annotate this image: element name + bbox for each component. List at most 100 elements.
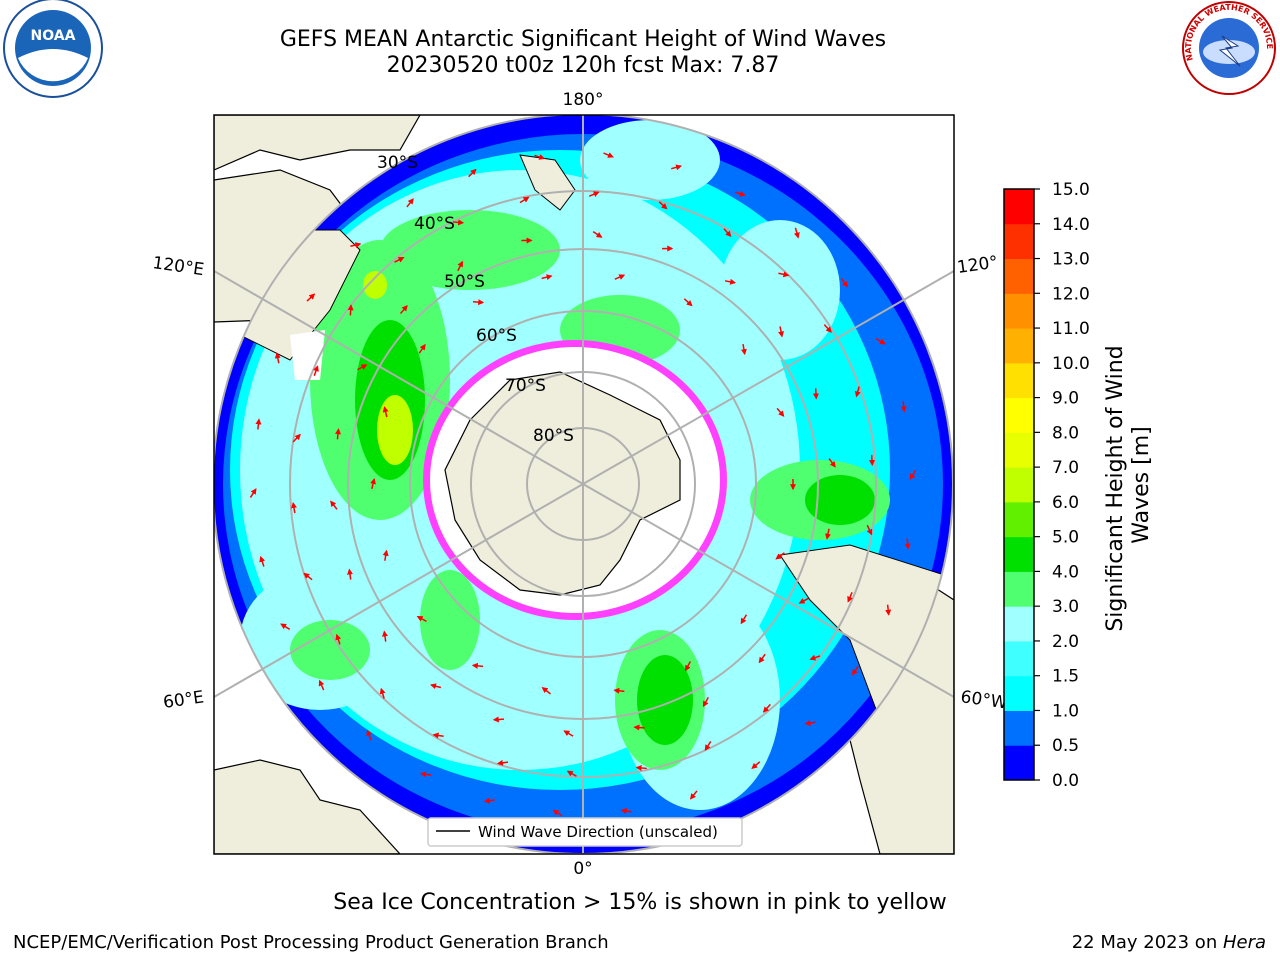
map-area: 30°S 40°S 50°S 60°S 70°S 80°S Wind Wave … [214, 115, 954, 854]
wind-wave-arrow [420, 771, 432, 778]
wind-wave-arrow [416, 615, 427, 623]
colorbar-tick-label: 15.0 [1052, 180, 1090, 200]
wind-wave-arrow [758, 653, 766, 664]
wind-wave-arrow [370, 477, 376, 490]
wind-wave-arrow [724, 278, 737, 285]
wind-wave-arrow [274, 352, 281, 364]
wind-wave-arrow [723, 228, 732, 238]
lat-label-60s: 60°S [476, 326, 517, 346]
antarctica-land [444, 371, 681, 596]
wind-wave-arrow [658, 201, 668, 210]
colorbar-segment [1004, 536, 1034, 572]
figure-title-line2: 20230520 t00z 120h fcst Max: 7.87 [386, 53, 780, 78]
wind-wave-arrow [255, 418, 262, 430]
colorbar-segment [1004, 397, 1034, 433]
wind-wave-arrow [809, 654, 821, 661]
wind-wave-arrow [776, 407, 785, 417]
wind-wave-arrow [552, 809, 563, 817]
wind-wave-arrow [318, 679, 325, 691]
noaa-logo: NOAA [3, 0, 103, 98]
wind-wave-arrow [588, 191, 600, 197]
wind-wave-arrow [313, 365, 319, 377]
wind-wave-arrow [432, 732, 444, 739]
wind-wave-arrow [418, 343, 426, 354]
wind-wave-arrow [382, 549, 389, 561]
wind-wave-arrow [566, 770, 577, 777]
wind-wave-arrow [851, 665, 859, 676]
wind-wave-arrow [840, 278, 849, 288]
wind-wave-arrow [335, 428, 341, 440]
wind-wave-arrow [620, 808, 632, 815]
colorbar-tick-label: 9.0 [1052, 389, 1079, 409]
wind-wave-arrow [541, 274, 553, 281]
wind-wave-arrow [541, 687, 551, 695]
map-legend: Wind Wave Direction (unscaled) [427, 817, 743, 847]
colorbar-segment [1004, 571, 1034, 607]
wind-wave-arrow [394, 256, 405, 263]
colorbar-tick-label: 10.0 [1052, 354, 1090, 374]
colorbar-segment [1004, 640, 1034, 677]
wind-wave-arrow [793, 227, 800, 239]
wind-wave-arrow [330, 500, 338, 510]
wind-wave-arrow [357, 364, 368, 371]
colorbar-tick-label: 1.0 [1052, 701, 1079, 721]
colorbar-segment [1004, 223, 1034, 260]
wind-wave-arrow [534, 154, 546, 160]
wind-wave-arrow [689, 790, 698, 800]
wind-wave-arrow [875, 338, 886, 345]
wind-wave-arrow [592, 231, 603, 238]
wind-wave-arrow [399, 305, 408, 315]
wind-wave-arrow [382, 406, 389, 418]
colorbar-tick-label: 0.0 [1052, 771, 1079, 791]
wind-wave-arrow [775, 552, 785, 560]
wind-wave-arrow [468, 168, 477, 178]
wind-wave-arrow [812, 388, 819, 400]
wind-wave-arrow [483, 797, 496, 804]
colorbar-tick-label: 7.0 [1052, 458, 1079, 478]
wind-wave-arrow [900, 401, 907, 413]
lat-label-40s: 40°S [414, 214, 455, 234]
wind-wave-arrow [854, 386, 861, 398]
wind-wave-arrow [603, 152, 614, 158]
lon-label-120w: 120° [956, 252, 999, 278]
colorbar-segment [1004, 432, 1034, 468]
lat-label-30s: 30°S [377, 153, 418, 173]
wind-wave-arrow [869, 454, 876, 467]
colorbar-label: Significant Height of Wind Waves [m] [1103, 338, 1154, 631]
colorbar-tick-label: 4.0 [1052, 562, 1079, 582]
footer-machine: Hera [1222, 932, 1266, 953]
wind-wave-arrow [823, 324, 832, 333]
colorbar-segment [1004, 745, 1034, 781]
lat-label-50s: 50°S [444, 272, 485, 292]
national-weather-service-logo: NATIONAL WEATHER SERVICE [1182, 1, 1276, 95]
wind-wave-arrow [683, 298, 693, 307]
colorbar [1004, 189, 1034, 781]
wind-wave-arrow [671, 164, 683, 171]
wind-wave-arrow [804, 719, 816, 726]
colorbar-segment [1004, 501, 1034, 538]
lon-label-180: 180° [563, 90, 604, 110]
wind-wave-arrow [825, 528, 831, 540]
wind-wave-arrow [347, 568, 353, 580]
wind-wave-arrow [472, 299, 485, 306]
wind-wave-arrow [492, 716, 505, 723]
wind-wave-arrow [303, 572, 313, 581]
wind-wave-arrow [292, 433, 301, 443]
wind-wave-arrow [828, 458, 836, 468]
svg-text:NOAA: NOAA [31, 28, 76, 44]
wind-wave-arrow [866, 524, 873, 536]
wind-wave-arrow [751, 761, 761, 770]
colorbar-tick-label: 8.0 [1052, 423, 1079, 443]
colorbar-tick-label: 14.0 [1052, 215, 1090, 235]
wind-wave-arrow [635, 764, 647, 771]
footer-date: 22 May 2023 on Hera [1072, 932, 1266, 953]
wind-wave-arrow [366, 729, 372, 741]
wind-wave-arrow [740, 343, 747, 356]
africa-land [214, 759, 401, 854]
wind-wave-arrow [430, 683, 442, 690]
wind-wave-arrow [778, 271, 790, 278]
sea-ice-caption: Sea Ice Concentration > 15% is shown in … [333, 890, 947, 915]
new-zealand-island [519, 154, 576, 211]
wind-wave-arrow [734, 190, 746, 197]
